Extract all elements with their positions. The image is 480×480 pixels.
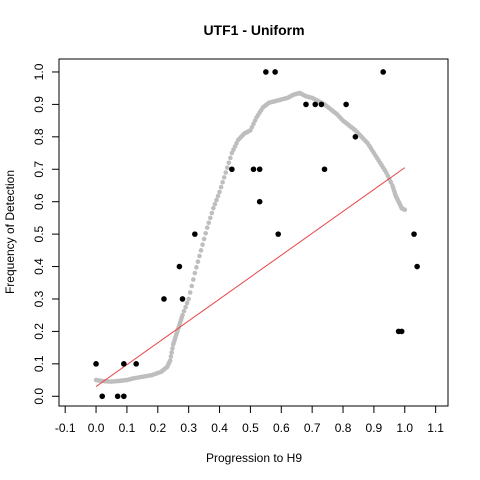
smooth-point — [206, 220, 212, 226]
smooth-point — [204, 225, 210, 230]
smooth-point — [215, 193, 221, 199]
observed-point — [414, 263, 420, 270]
smooth-point — [209, 210, 215, 216]
x-tick-label: 0.9 — [366, 421, 383, 435]
y-tick-label: 0.2 — [32, 323, 46, 340]
observed-point — [256, 166, 263, 173]
observed-point — [229, 166, 235, 173]
linear-fit — [95, 167, 406, 387]
observed-point — [161, 296, 167, 302]
smooth-point — [184, 300, 190, 306]
x-axis-label: Progression to H9 — [206, 451, 302, 465]
y-tick-label: 0.6 — [32, 193, 46, 210]
chart-title: UTF1 - Uniform — [203, 22, 304, 38]
smooth-point — [181, 308, 187, 314]
observed-point — [275, 231, 281, 237]
x-tick-label: -0.1 — [55, 421, 76, 435]
observed-point — [256, 198, 263, 205]
x-tick-label: 0.0 — [88, 421, 105, 435]
smooth-point — [228, 155, 233, 161]
smooth-point — [197, 253, 202, 259]
smooth-point — [226, 160, 232, 166]
x-tick-label: 0.8 — [335, 421, 352, 435]
smooth-point — [211, 205, 216, 211]
x-tick-label: 0.6 — [273, 421, 290, 435]
y-tick-label: 0.0 — [32, 388, 46, 405]
observed-point — [303, 101, 309, 108]
smooth-point — [170, 346, 175, 351]
observed-point — [312, 101, 319, 108]
x-tick-label: 0.4 — [211, 421, 228, 435]
observed-point — [93, 361, 99, 367]
smooth-point — [183, 304, 188, 310]
observed-point — [133, 361, 139, 367]
observed-point — [411, 231, 417, 237]
observed-point — [176, 263, 183, 270]
smooth-point — [200, 242, 205, 247]
observed-point — [114, 393, 121, 400]
smooth-point — [189, 283, 195, 289]
observed-points — [93, 69, 420, 400]
smoothed-curve — [93, 90, 408, 384]
smooth-point — [194, 265, 199, 270]
plot-frame — [58, 58, 449, 407]
x-tick-label: 1.1 — [427, 421, 444, 435]
y-tick-label: 0.7 — [32, 161, 46, 178]
smooth-point — [192, 270, 198, 276]
smooth-point — [218, 184, 224, 190]
observed-point — [343, 101, 349, 108]
observed-point — [121, 393, 127, 400]
observed-point — [250, 166, 257, 173]
smooth-point — [198, 248, 204, 253]
smooth-point — [201, 236, 207, 242]
y-axis-label: Frequency of Detection — [3, 170, 17, 294]
y-axis: 0.0 0.1 0.2 0.3 0.4 0.5 0.6 0.7 0.8 0.9 1.0 — [32, 63, 60, 405]
observed-point — [192, 231, 198, 237]
x-tick-label: 0.2 — [149, 421, 166, 435]
observed-point — [321, 166, 328, 173]
observed-point — [398, 328, 405, 335]
y-tick-label: 0.9 — [32, 96, 46, 113]
fit-line — [95, 167, 406, 387]
smooth-point — [187, 290, 193, 295]
smooth-point — [195, 259, 201, 264]
observed-point — [352, 134, 359, 140]
observed-point — [263, 69, 269, 75]
smooth-point — [214, 197, 219, 203]
y-tick-label: 0.1 — [32, 355, 46, 372]
smooth-point — [169, 350, 174, 355]
smooth-point — [186, 296, 191, 302]
smooth-point — [402, 207, 408, 213]
observed-point — [179, 296, 186, 302]
observed-point — [272, 69, 278, 75]
x-tick-label: 0.5 — [242, 421, 259, 435]
observed-point — [121, 361, 127, 367]
y-tick-label: 1.0 — [32, 63, 46, 80]
smooth-point — [220, 179, 225, 185]
y-tick-label: 0.5 — [32, 225, 46, 242]
x-tick-label: 0.7 — [304, 421, 321, 435]
smooth-point — [203, 231, 208, 236]
y-tick-label: 0.3 — [32, 290, 46, 307]
smooth-point — [223, 170, 229, 175]
smooth-point — [212, 201, 218, 207]
x-axis: -0.1 0.0 0.1 0.2 0.3 0.4 0.5 0.6 0.7 0.8 0.9 1.0 1.1 — [55, 405, 444, 435]
smooth-point — [190, 277, 196, 282]
x-tick-label: 1.0 — [396, 421, 413, 435]
smooth-point — [168, 354, 174, 359]
smooth-point — [217, 189, 222, 195]
observed-point — [99, 393, 106, 400]
x-tick-label: 0.1 — [119, 421, 136, 435]
observed-point — [380, 69, 386, 75]
y-tick-label: 0.8 — [32, 128, 46, 145]
smooth-point — [224, 165, 230, 170]
observed-point — [318, 101, 325, 108]
x-tick-label: 0.3 — [180, 421, 197, 435]
y-tick-label: 0.4 — [32, 258, 46, 275]
smooth-point — [207, 215, 213, 221]
smooth-point — [180, 312, 185, 318]
smooth-point — [221, 175, 227, 180]
smooth-point — [167, 358, 173, 363]
